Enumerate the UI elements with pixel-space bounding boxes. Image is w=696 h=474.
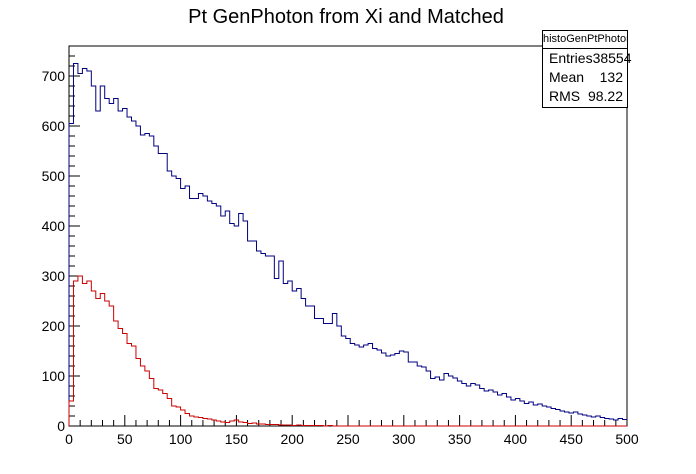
x-tick-label: 50: [117, 431, 133, 447]
histogram-series-1: [68, 63, 627, 426]
stats-row-entries: Entries 38554: [543, 49, 632, 68]
x-axis: 0 50 100 150 200 250 300 350 400 450 500: [65, 415, 639, 447]
stats-entries-label: Entries: [549, 50, 593, 66]
y-tick-label: 0: [57, 418, 65, 434]
stats-mean-label: Mean: [549, 69, 585, 85]
histogram-series-2: [68, 275, 627, 427]
x-tick-label: 150: [225, 431, 249, 447]
y-tick-label: 500: [42, 168, 66, 184]
stats-rms-label: RMS: [549, 88, 581, 104]
x-tick-label: 300: [392, 431, 416, 447]
x-tick-label: 450: [560, 431, 584, 447]
y-tick-label: 600: [42, 118, 66, 134]
stats-histogram-name: histoGenPtPhotonfromX: [543, 31, 627, 49]
stats-box: histoGenPtPhotonfromX Entries 38554 Mean…: [542, 30, 632, 108]
x-tick-label: 100: [169, 431, 193, 447]
x-tick-label: 200: [281, 431, 305, 447]
y-tick-label: 300: [42, 268, 66, 284]
stats-rms-value: 98.22: [587, 88, 623, 104]
chart-title: Pt GenPhoton from Xi and Matched: [188, 6, 504, 28]
stats-row-rms: RMS 98.22: [543, 87, 627, 106]
x-tick-label: 400: [504, 431, 528, 447]
y-tick-label: 200: [42, 318, 66, 334]
y-tick-label: 400: [42, 218, 66, 234]
y-tick-label: 700: [42, 68, 66, 84]
stats-row-mean: Mean 132: [543, 68, 627, 87]
y-axis: 0 100 200 300 400 500 600 700: [42, 45, 80, 434]
stats-mean-value: 132: [599, 69, 623, 85]
x-tick-label: 0: [65, 431, 73, 447]
stats-entries-value: 38554: [592, 50, 632, 66]
x-tick-label: 350: [448, 431, 472, 447]
series-layer: [68, 63, 627, 427]
x-tick-label: 500: [615, 431, 639, 447]
x-tick-label: 250: [336, 431, 360, 447]
y-tick-label: 100: [42, 368, 66, 384]
